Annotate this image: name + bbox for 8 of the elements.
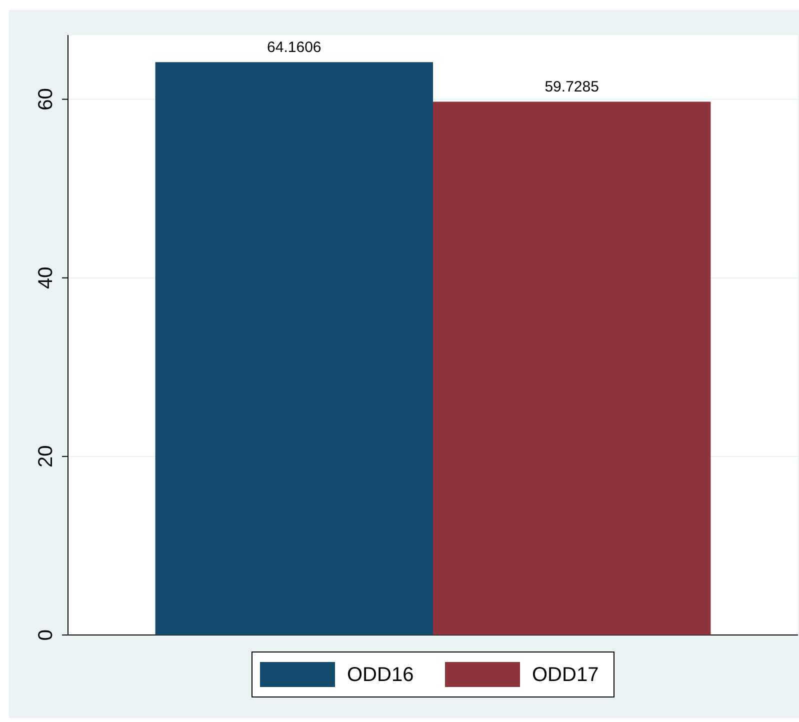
y-tick-label: 20 <box>35 445 57 468</box>
data-label: 59.7285 <box>544 78 599 96</box>
data-label: 64.1606 <box>267 39 322 56</box>
y-tick-label: 0 <box>35 629 57 641</box>
y-tick-label: 60 <box>35 88 57 110</box>
y-tick-label: 40 <box>35 266 57 289</box>
legend-label: ODD17 <box>532 664 599 686</box>
legend-label: ODD16 <box>347 664 414 686</box>
